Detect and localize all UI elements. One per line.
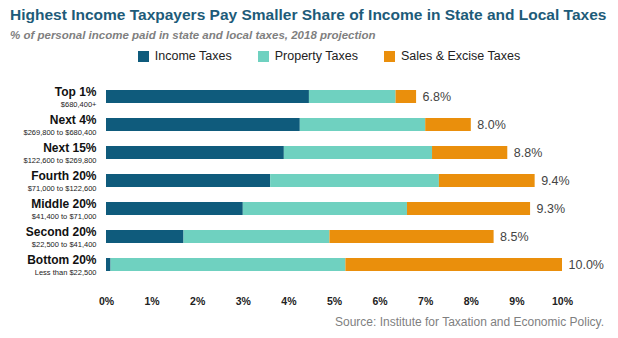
svg-text:Fourth 20%: Fourth 20% (31, 169, 97, 183)
svg-text:Bottom 20%: Bottom 20% (27, 253, 97, 267)
svg-text:Top 1%: Top 1% (55, 85, 97, 99)
svg-text:0%: 0% (99, 295, 115, 307)
svg-text:$41,400 to $71,000: $41,400 to $71,000 (32, 212, 97, 221)
svg-text:2%: 2% (190, 295, 206, 307)
html-text:Source: Institute for Taxation: Source: Institute for Taxation and Econo… (335, 315, 604, 329)
svg-text:10.0%: 10.0% (569, 258, 604, 272)
svg-text:Middle 20%: Middle 20% (31, 197, 97, 211)
svg-text:5%: 5% (327, 295, 343, 307)
html-text:Highest Income Taxpayers Pay S: Highest Income Taxpayers Pay Smaller Sha… (10, 6, 607, 23)
svg-text:7%: 7% (418, 295, 434, 307)
svg-text:8.0%: 8.0% (477, 118, 506, 132)
svg-text:8%: 8% (464, 295, 480, 307)
svg-text:1%: 1% (145, 295, 161, 307)
html-text:Sales & Excise Taxes: Sales & Excise Taxes (400, 49, 521, 63)
html-text:Property Taxes: Property Taxes (274, 49, 358, 63)
svg-text:$22,500 to $41,400: $22,500 to $41,400 (32, 240, 97, 249)
svg-text:9.3%: 9.3% (537, 202, 566, 216)
html-text:% of personal income paid in s: % of personal income paid in state and l… (10, 29, 376, 41)
svg-text:9.4%: 9.4% (541, 174, 570, 188)
svg-text:$269,800 to $680,400: $269,800 to $680,400 (24, 128, 97, 137)
svg-text:6.8%: 6.8% (423, 90, 452, 104)
svg-text:$122,600 to $269,800: $122,600 to $269,800 (24, 156, 97, 165)
svg-text:6%: 6% (373, 295, 389, 307)
svg-text:9%: 9% (509, 295, 525, 307)
svg-text:3%: 3% (236, 295, 252, 307)
svg-text:10%: 10% (552, 295, 574, 307)
svg-text:8.8%: 8.8% (514, 146, 543, 160)
svg-text:4%: 4% (281, 295, 297, 307)
svg-text:$71,000 to $122,600: $71,000 to $122,600 (28, 184, 97, 193)
svg-text:8.5%: 8.5% (500, 230, 528, 244)
svg-text:Next 15%: Next 15% (43, 141, 97, 155)
svg-text:Next 4%: Next 4% (50, 113, 97, 127)
svg-text:Less than $22,500: Less than $22,500 (35, 268, 97, 277)
html-text:Income Taxes: Income Taxes (154, 49, 232, 63)
svg-text:$680,400+: $680,400+ (61, 100, 97, 109)
svg-text:Second 20%: Second 20% (26, 225, 97, 239)
